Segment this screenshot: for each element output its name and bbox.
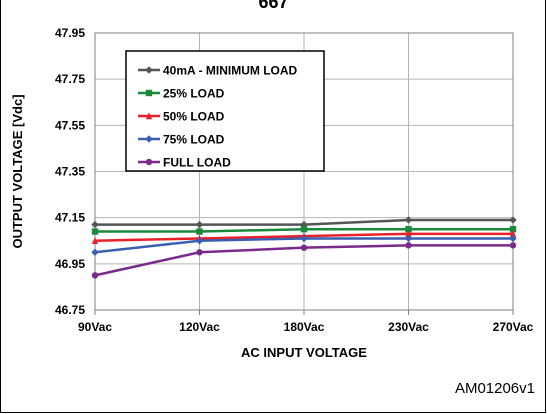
y-tick-label: 46.75 [55,303,85,317]
y-tick-label: 46.95 [55,257,85,271]
x-axis-ticks: 90Vac 120Vac 180Vac 230Vac 270Vac [78,310,534,334]
y-tick-label: 47.95 [55,26,85,40]
data-point [509,230,517,238]
data-point [509,234,517,243]
x-tick-label: 90Vac [78,320,112,334]
y-tick-label: 47.75 [55,72,85,86]
legend-item: 40mA - MINIMUM LOAD [138,64,298,78]
legend-swatch-marker [145,89,153,97]
legend-item: 75% LOAD [138,133,225,147]
x-tick-label: 120Vac [179,320,220,334]
data-point [300,226,308,233]
legend-label: 40mA - MINIMUM LOAD [163,64,298,78]
legend-label: FULL LOAD [163,156,231,170]
legend-label: 25% LOAD [163,87,225,101]
x-tick-label: 270Vac [493,320,534,334]
data-point [300,234,308,243]
y-axis-label: OUTPUT VOLTAGE [Vdc] [10,94,25,248]
data-point [509,216,517,224]
data-point [91,228,99,235]
y-tick-label: 47.15 [55,211,85,225]
y-tick-label: 47.55 [55,118,85,132]
series-2 [91,226,517,235]
x-axis-label: AC INPUT VOLTAGE [241,345,367,360]
page-header-fragment: 667 [258,0,289,12]
legend-label: 50% LOAD [163,110,225,124]
data-point [405,242,412,249]
data-point [196,249,203,256]
data-point [91,248,99,256]
legend-swatch-marker [145,66,153,74]
figure-code: AM01206v1 [454,380,535,397]
data-point [91,220,99,229]
legend: 40mA - MINIMUM LOAD 25% LOAD 50% LOAD 75% L… [125,50,325,172]
data-point [405,226,412,233]
legend-swatch-marker [145,135,153,143]
x-tick-label: 180Vac [284,320,325,334]
legend-swatch-marker [145,158,153,166]
series-1 [91,216,517,229]
data-point [405,230,412,238]
legend-label: 75% LOAD [163,133,225,147]
legend-item: FULL LOAD [138,156,231,170]
data-point [404,234,413,243]
legend-item: 25% LOAD [138,87,225,101]
data-point [300,244,308,251]
y-tick-label: 47.35 [55,165,85,179]
data-point [404,216,413,224]
legend-item: 50% LOAD [138,110,225,124]
data-point [195,237,204,245]
y-axis-ticks: 47.95 47.75 47.55 47.35 47.15 46.95 46.75 [55,26,85,317]
data-point [91,237,99,244]
series-5 [91,242,517,279]
data-point [509,226,517,233]
data-point [196,228,203,235]
series-lines [91,216,517,279]
data-point [509,242,517,249]
x-tick-label: 230Vac [388,320,429,334]
series-4 [91,234,517,256]
data-point [91,272,99,279]
legend-swatch-marker [145,112,153,120]
data-point [195,220,204,229]
